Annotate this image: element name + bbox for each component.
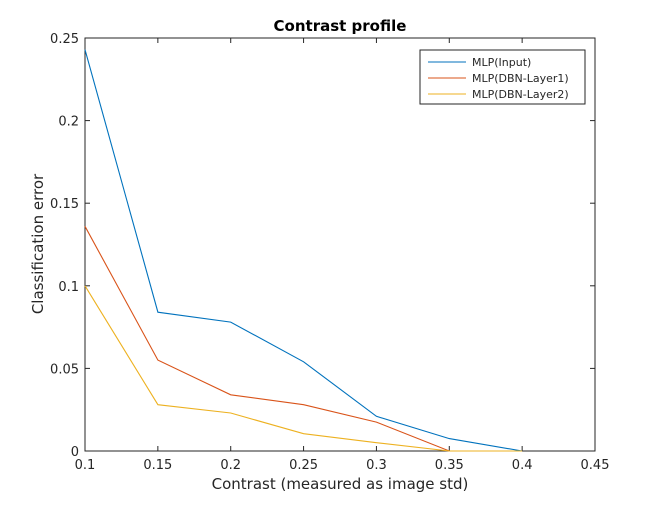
legend-label-3: MLP(DBN-Layer2): [472, 88, 569, 101]
chart-title: Contrast profile: [274, 17, 407, 35]
legend-label-1: MLP(Input): [472, 56, 531, 69]
legend: MLP(Input) MLP(DBN-Layer1) MLP(DBN-Layer2): [419, 49, 586, 105]
series-layer: [84, 49, 523, 452]
x-tick-label: 0.45: [581, 458, 610, 473]
x-axis-ticks: 0.1 0.15 0.2 0.25 0.3 0.35 0.4 0.45: [75, 38, 610, 473]
y-tick-label: 0.25: [50, 32, 79, 47]
x-tick-label: 0.15: [143, 458, 172, 473]
x-axis-label: Contrast (measured as image std): [212, 475, 469, 493]
x-tick-label: 0.1: [75, 458, 96, 473]
y-tick-label: 0: [71, 445, 79, 460]
x-tick-label: 0.4: [512, 458, 533, 473]
series-line-3: [84, 285, 523, 452]
y-tick-label: 0.1: [58, 280, 79, 295]
x-tick-label: 0.35: [435, 458, 464, 473]
y-tick-label: 0.2: [58, 115, 79, 130]
x-tick-label: 0.25: [289, 458, 318, 473]
plot-area: [84, 37, 596, 452]
y-axis-label: Classification error: [29, 173, 47, 314]
x-tick-label: 0.3: [366, 458, 387, 473]
legend-label-2: MLP(DBN-Layer1): [472, 72, 569, 85]
legend-box: [419, 49, 586, 105]
x-tick-label: 0.2: [220, 458, 241, 473]
series-line-1: [84, 49, 523, 452]
y-tick-label: 0.05: [50, 362, 79, 377]
y-axis-ticks: 0 0.05 0.1 0.15 0.2 0.25: [50, 32, 595, 460]
y-tick-label: 0.15: [50, 197, 79, 212]
